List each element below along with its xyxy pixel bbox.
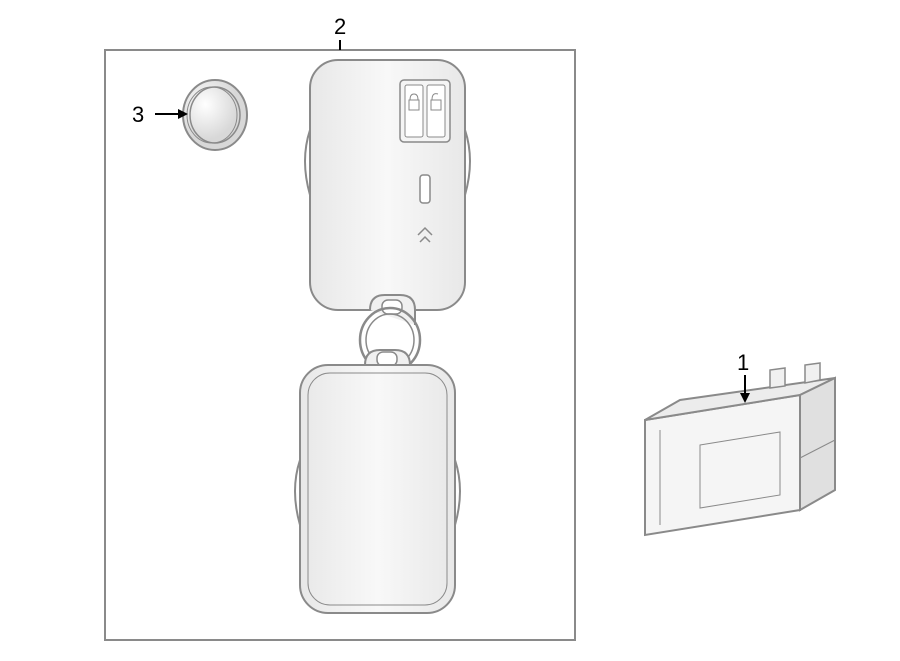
battery-coin [183,80,247,150]
receiver-module [645,363,835,535]
key-fob-back [295,350,460,613]
key-fob-front [305,60,470,325]
callout-3-label: 3 [132,102,144,128]
callout-2-label: 2 [334,14,346,40]
callout-1-label: 1 [737,350,749,376]
